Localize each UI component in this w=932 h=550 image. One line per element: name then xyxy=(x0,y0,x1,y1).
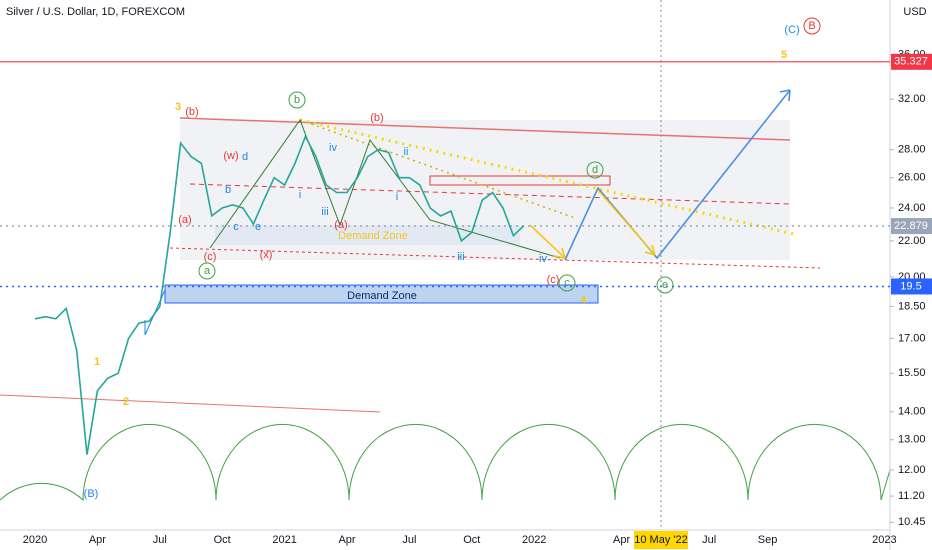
price-tag: 19.5 xyxy=(900,280,921,292)
cycle-arcs xyxy=(0,424,891,502)
y-tick-label: 17.00 xyxy=(898,332,926,344)
annotation: 3 xyxy=(175,101,181,113)
crosshair-label: 10 May '22 xyxy=(634,534,687,546)
price-tag-box xyxy=(891,278,932,295)
demand-zone-box xyxy=(164,284,599,304)
annotation: Demand Zone xyxy=(338,230,408,242)
x-tick-label: Apr xyxy=(338,534,355,546)
y-tick-label: 22.00 xyxy=(898,235,926,247)
y-tick-label: 26.00 xyxy=(898,172,926,184)
annotation: e xyxy=(662,279,668,291)
annotation: 5 xyxy=(781,49,787,61)
annotation: (c) xyxy=(204,251,217,263)
annotation: i xyxy=(396,191,398,203)
annotation: iv xyxy=(329,142,337,154)
annotation: Demand Zone xyxy=(347,290,417,302)
price-tag: 22.879 xyxy=(894,220,928,232)
y-tick-label: 18.50 xyxy=(898,300,926,312)
y-tick-label: 28.00 xyxy=(898,144,926,156)
y-tick-label: 13.00 xyxy=(898,434,926,446)
annotation: ii xyxy=(404,146,409,158)
resistance-box xyxy=(429,175,611,186)
x-tick-label: 2020 xyxy=(23,534,47,546)
annotation: a xyxy=(204,265,211,277)
annotation: i xyxy=(299,189,301,201)
annotation: B xyxy=(808,20,815,32)
annotation-circle xyxy=(198,262,216,280)
annotation-circle xyxy=(288,91,306,109)
chart-title: Silver / U.S. Dollar, 1D, FOREXCOM xyxy=(6,6,185,18)
y-tick-label: 32.00 xyxy=(898,93,926,105)
trend-line xyxy=(299,118,799,237)
annotation: iii xyxy=(321,206,328,218)
annotation: (x) xyxy=(260,249,273,261)
x-tick-label: Jul xyxy=(402,534,416,546)
annotation: e xyxy=(255,221,261,233)
x-tick-label: Sep xyxy=(758,534,778,546)
demand-zone-box xyxy=(215,225,520,245)
y-tick-label: 12.00 xyxy=(898,464,926,476)
y-tick-label: 11.20 xyxy=(898,490,925,502)
y-tick-label: 15.50 xyxy=(898,367,926,379)
y-tick-label: 10.45 xyxy=(898,516,926,528)
price-line xyxy=(34,134,525,455)
annotation-circle xyxy=(656,276,674,294)
annotation: (b) xyxy=(370,112,383,124)
annotation: c xyxy=(564,277,570,289)
annotation: (B) xyxy=(84,488,99,500)
x-tick-label: 2023 xyxy=(872,534,896,546)
annotation: (c) xyxy=(547,274,560,286)
projection-arrow xyxy=(529,189,656,259)
price-tag-box xyxy=(891,218,932,235)
x-tick-label: Apr xyxy=(613,534,630,546)
x-tick-label: 2021 xyxy=(272,534,296,546)
x-tick-label: Apr xyxy=(89,534,106,546)
annotation: iii xyxy=(457,251,464,263)
price-tag-box xyxy=(891,53,932,70)
annotation: (a) xyxy=(178,214,191,226)
annotation: (a) xyxy=(334,219,347,231)
annotation: (b) xyxy=(185,106,198,118)
annotation: 1 xyxy=(94,356,100,368)
price-tag: 35.327 xyxy=(894,56,928,68)
annotation: 2 xyxy=(123,396,129,408)
annotation-circle xyxy=(586,161,604,179)
annotation: c xyxy=(233,221,239,233)
currency-label: USD xyxy=(903,6,926,18)
x-tick-label: Jul xyxy=(702,534,716,546)
annotation: (w) xyxy=(223,150,238,162)
y-tick-label: 24.00 xyxy=(898,202,926,214)
x-tick-label: 2022 xyxy=(522,534,546,546)
annotation: (C) xyxy=(784,24,799,36)
annotation: b xyxy=(225,184,231,196)
trend-line xyxy=(0,394,381,413)
annotation: b xyxy=(294,94,300,106)
annotation: d xyxy=(592,164,598,176)
trend-line xyxy=(179,117,791,141)
x-tick-label: Oct xyxy=(214,534,231,546)
x-tick-label: Oct xyxy=(463,534,480,546)
x-tick-label: Jul xyxy=(153,534,167,546)
trend-line xyxy=(169,247,821,269)
annotation-circle xyxy=(558,274,576,292)
y-tick-label: 14.00 xyxy=(898,406,926,418)
trend-line xyxy=(299,119,576,219)
annotation: 4 xyxy=(580,294,587,306)
annotation-circle xyxy=(803,17,821,35)
crosshair-label-box xyxy=(634,531,688,549)
annotation: iv xyxy=(539,253,547,265)
annotation: d xyxy=(242,151,248,163)
